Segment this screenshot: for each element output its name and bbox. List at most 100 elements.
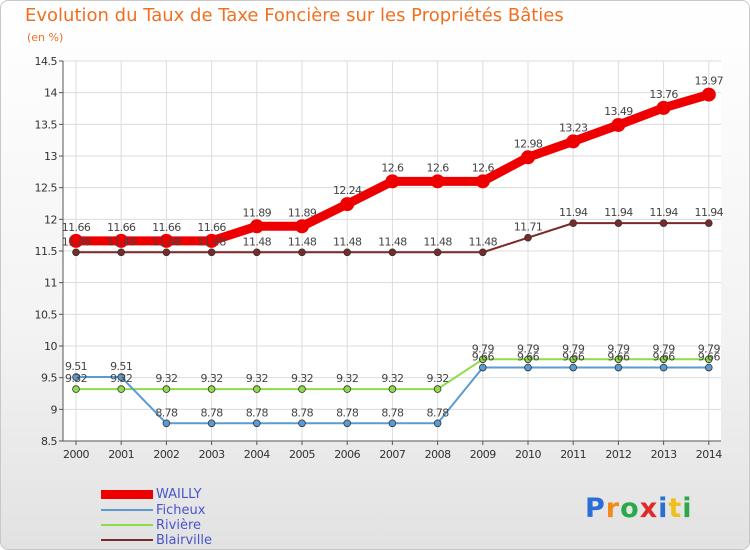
- x-tick-label: 2007: [379, 448, 405, 461]
- y-tick-label: 9: [51, 403, 58, 416]
- data-point-wailly: [340, 197, 355, 212]
- data-label-blairville: 11.48: [197, 235, 226, 248]
- data-point-riviere: [117, 385, 125, 393]
- data-point-blairville: [433, 248, 442, 257]
- data-point-riviere: [614, 355, 623, 364]
- data-label-wailly: 11.66: [152, 221, 181, 234]
- data-point-blairville: [569, 219, 577, 227]
- data-point-ficheux: [704, 363, 713, 372]
- data-point-riviere: [704, 355, 713, 364]
- legend-swatch-riviere: [101, 524, 153, 526]
- data-label-blairville: 11.94: [695, 206, 724, 219]
- data-label-blairville: 11.48: [62, 235, 91, 248]
- data-point-wailly: [701, 87, 716, 102]
- data-label-wailly: 11.66: [197, 221, 226, 234]
- x-tick-label: 2000: [63, 448, 89, 461]
- data-label-riviere: 9.79: [653, 342, 676, 355]
- logo-letter: i: [682, 493, 693, 524]
- data-label-ficheux: 9.51: [65, 360, 87, 373]
- data-point-riviere: [478, 355, 487, 364]
- y-tick-label: 10.5: [35, 308, 58, 321]
- data-label-riviere: 9.79: [472, 342, 495, 355]
- legend-item-ficheux: Ficheux: [101, 502, 205, 518]
- x-tick-label: 2005: [289, 448, 315, 461]
- x-tick-label: 2006: [334, 448, 360, 461]
- data-label-riviere: 9.79: [698, 342, 721, 355]
- series-blairville: [72, 219, 713, 257]
- series-ficheux: [72, 363, 713, 428]
- data-label-riviere: 9.79: [517, 342, 540, 355]
- y-tick-label: 13.5: [35, 118, 58, 131]
- x-tick-label: 2004: [244, 448, 270, 461]
- data-label-riviere: 9.32: [291, 372, 313, 385]
- data-point-wailly: [114, 233, 129, 248]
- data-label-blairville: 11.48: [243, 235, 272, 248]
- x-tick-label: 2013: [651, 448, 677, 461]
- data-point-riviere: [659, 355, 668, 364]
- x-tick-label: 2011: [560, 448, 586, 461]
- data-point-wailly: [611, 117, 626, 132]
- data-label-ficheux: 9.66: [472, 351, 495, 364]
- data-point-blairville: [72, 248, 80, 257]
- data-label-blairville: 11.48: [107, 235, 136, 248]
- logo-letter: o: [620, 493, 640, 524]
- data-label-ficheux: 9.66: [653, 351, 676, 364]
- y-tick-label: 10: [44, 340, 57, 353]
- data-point-blairville: [207, 248, 216, 257]
- data-point-ficheux: [478, 363, 487, 372]
- data-point-ficheux: [253, 419, 261, 428]
- x-tick-label: 2012: [605, 448, 631, 461]
- x-tick-label: 2010: [515, 448, 541, 461]
- x-tick-label: 2002: [153, 448, 179, 461]
- data-label-riviere: 9.32: [65, 372, 87, 385]
- x-tick-label: 2003: [199, 448, 225, 461]
- data-point-blairville: [343, 248, 352, 257]
- data-point-riviere: [433, 385, 442, 393]
- data-label-riviere: 9.32: [336, 372, 358, 385]
- data-point-wailly: [249, 219, 264, 234]
- logo-letter: i: [658, 493, 669, 524]
- data-label-ficheux: 8.78: [246, 406, 269, 419]
- data-label-riviere: 9.32: [110, 372, 132, 385]
- data-label-wailly: 11.66: [107, 221, 136, 234]
- data-label-ficheux: 9.66: [698, 351, 721, 364]
- data-label-ficheux: 8.78: [201, 406, 224, 419]
- data-label-ficheux: 8.78: [381, 406, 404, 419]
- x-tick-label: 2001: [108, 448, 134, 461]
- data-point-ficheux: [524, 363, 532, 372]
- data-point-wailly: [159, 233, 174, 248]
- data-label-wailly: 13.23: [559, 121, 588, 134]
- data-point-riviere: [343, 385, 352, 393]
- series-wailly: [69, 87, 716, 248]
- data-label-wailly: 13.97: [695, 75, 724, 88]
- y-tick-label: 13: [44, 150, 57, 163]
- data-label-wailly: 11.66: [62, 221, 91, 234]
- data-point-riviere: [524, 355, 532, 364]
- data-label-ficheux: 9.66: [562, 351, 585, 364]
- legend-item-riviere: Rivière: [101, 517, 201, 533]
- data-point-wailly: [656, 100, 671, 115]
- y-tick-label: 8.5: [41, 435, 57, 448]
- data-point-blairville: [253, 248, 261, 257]
- data-label-blairville: 11.94: [649, 206, 678, 219]
- unit-label: (en %): [27, 31, 64, 44]
- data-point-riviere: [72, 385, 80, 393]
- data-point-blairville: [388, 248, 397, 257]
- legend-item-blairville: Blairville: [101, 532, 212, 548]
- data-point-ficheux: [207, 419, 216, 428]
- data-label-wailly: 12.6: [427, 161, 450, 174]
- data-point-ficheux: [614, 363, 623, 372]
- data-label-blairville: 11.48: [378, 235, 407, 248]
- data-point-blairville: [478, 248, 487, 257]
- data-point-ficheux: [162, 419, 171, 428]
- data-point-wailly: [566, 134, 581, 149]
- y-tick-label: 12: [44, 213, 57, 226]
- data-point-ficheux: [72, 373, 80, 381]
- data-label-ficheux: 9.66: [517, 351, 540, 364]
- data-label-blairville: 11.94: [604, 206, 633, 219]
- data-label-blairville: 11.48: [333, 235, 362, 248]
- data-label-blairville: 11.48: [423, 235, 452, 248]
- data-point-blairville: [659, 219, 668, 227]
- data-point-riviere: [569, 355, 577, 364]
